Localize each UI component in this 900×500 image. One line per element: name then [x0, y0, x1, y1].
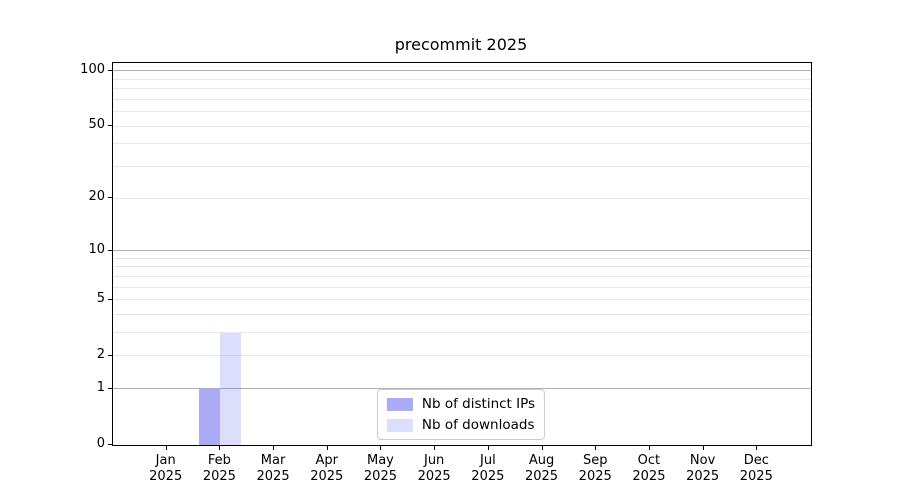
y-tick-mark — [108, 444, 112, 445]
legend-label-downloads: Nb of downloads — [421, 417, 535, 433]
legend-item-distinct-ips: Nb of distinct IPs — [386, 396, 536, 412]
plot-area — [112, 62, 812, 446]
minor-gridline — [113, 275, 811, 277]
minor-gridline — [113, 78, 811, 80]
x-tick-label: Jul 2025 — [460, 453, 516, 485]
x-tick-mark — [273, 446, 275, 450]
bar-downloads — [220, 332, 242, 445]
x-tick-mark — [165, 446, 167, 450]
x-tick-year: 2025 — [632, 469, 666, 484]
y-tick-label: 2 — [96, 346, 105, 362]
y-tick-mark — [108, 249, 112, 251]
x-tick-label: Feb 2025 — [191, 453, 247, 485]
major-gridline — [113, 250, 811, 251]
y-tick-label: 50 — [88, 117, 105, 133]
minor-gridline — [113, 88, 811, 90]
x-tick-label: Oct 2025 — [621, 453, 677, 485]
x-tick-year: 2025 — [256, 469, 290, 484]
x-tick-year: 2025 — [149, 469, 183, 484]
x-tick-label: Dec 2025 — [728, 453, 784, 485]
bar-distinct-ips — [199, 388, 221, 445]
y-tick-label: 10 — [88, 241, 105, 257]
x-tick-mark — [648, 446, 650, 450]
minor-gridline — [113, 257, 811, 259]
minor-gridline — [113, 266, 811, 268]
x-tick-mark — [487, 446, 489, 450]
legend-swatch-distinct-ips — [386, 397, 413, 411]
y-tick-label: 0 — [96, 436, 105, 451]
x-tick-mark — [326, 446, 328, 450]
legend-item-downloads: Nb of downloads — [386, 417, 535, 433]
x-tick-label: Sep 2025 — [567, 453, 623, 485]
minor-gridline — [113, 125, 811, 127]
minor-gridline — [113, 299, 811, 301]
y-tick-mark — [108, 298, 112, 300]
x-tick-mark — [541, 446, 543, 450]
x-tick-label: Aug 2025 — [514, 453, 570, 485]
major-gridline — [113, 388, 811, 390]
x-tick-mark — [219, 446, 221, 450]
minor-gridline — [113, 332, 811, 334]
y-tick-label: 20 — [88, 189, 105, 205]
minor-gridline — [113, 165, 811, 167]
y-tick-mark — [108, 387, 112, 389]
x-tick-year: 2025 — [310, 469, 344, 484]
x-tick-year: 2025 — [686, 469, 720, 484]
x-tick-mark — [756, 446, 758, 450]
x-tick-year: 2025 — [524, 469, 559, 484]
x-tick-year: 2025 — [578, 469, 612, 484]
x-tick-label: Jan 2025 — [138, 453, 194, 485]
x-tick-year: 2025 — [471, 469, 505, 484]
x-tick-year: 2025 — [739, 469, 773, 484]
x-tick-label: Nov 2025 — [675, 453, 731, 485]
minor-gridline — [113, 111, 811, 113]
major-gridline — [113, 70, 811, 72]
y-tick-label: 100 — [80, 61, 105, 77]
x-tick-label: Apr 2025 — [299, 453, 355, 485]
y-tick-mark — [108, 125, 112, 127]
legend: Nb of distinct IPs Nb of downloads — [376, 389, 546, 440]
x-tick-mark — [434, 446, 436, 450]
y-tick-mark — [108, 69, 112, 71]
x-tick-mark — [380, 446, 382, 450]
x-tick-mark — [702, 446, 704, 450]
chart-title: precommit 2025 — [394, 35, 528, 54]
minor-gridline — [113, 197, 811, 199]
legend-swatch-downloads — [386, 418, 413, 432]
minor-gridline — [113, 143, 811, 145]
x-tick-label: Mar 2025 — [245, 453, 301, 485]
minor-gridline — [113, 286, 811, 288]
minor-gridline — [113, 313, 811, 315]
x-tick-label: Jun 2025 — [406, 453, 462, 485]
x-tick-year: 2025 — [202, 469, 236, 484]
x-tick-mark — [595, 446, 597, 450]
y-tick-label: 1 — [96, 379, 105, 395]
y-tick-mark — [108, 197, 112, 199]
minor-gridline — [113, 98, 811, 100]
legend-label-distinct-ips: Nb of distinct IPs — [421, 396, 536, 412]
y-tick-label: 5 — [96, 290, 105, 306]
x-tick-year: 2025 — [363, 469, 397, 484]
x-tick-label: May 2025 — [352, 453, 408, 485]
minor-gridline — [113, 355, 811, 357]
x-tick-year: 2025 — [417, 469, 451, 484]
y-tick-mark — [108, 354, 112, 356]
